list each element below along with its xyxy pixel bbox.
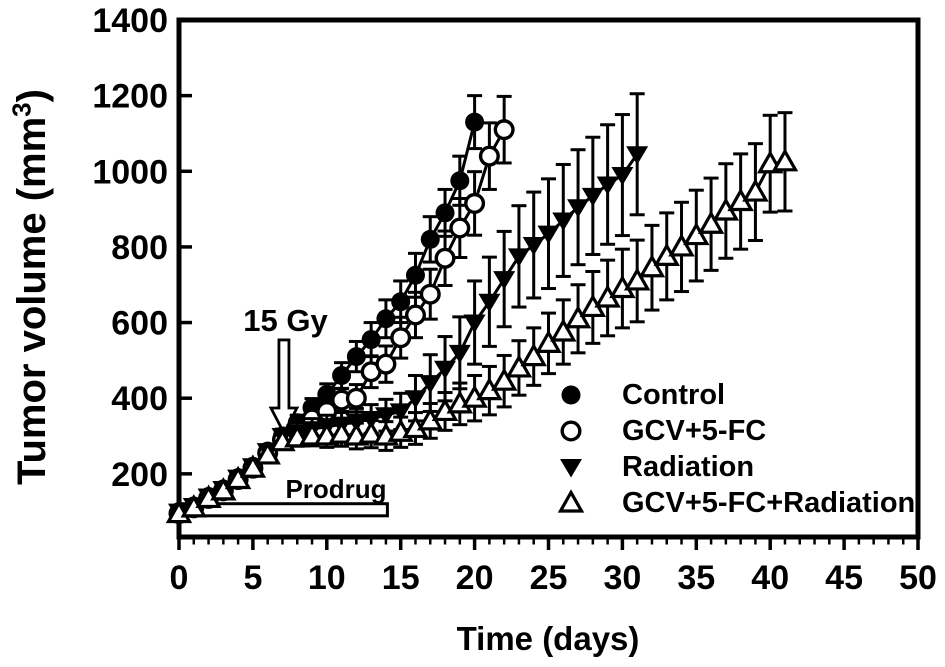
y-tick-label: 600 <box>111 305 168 343</box>
legend-item-radiation: Radiation <box>554 452 915 482</box>
legend-label-gcv-5fc-radiation: GCV+5-FC+Radiation <box>622 487 916 519</box>
open-circle-icon <box>554 416 588 446</box>
dose-annotation-label: 15 Gy <box>243 303 328 338</box>
y-tick-label: 400 <box>111 380 168 418</box>
legend-item-control: Control <box>554 380 915 410</box>
x-tick-label: 15 <box>382 559 420 597</box>
x-tick-label: 45 <box>825 559 863 597</box>
legend-label-radiation: Radiation <box>622 451 755 483</box>
y-tick-label: 200 <box>111 456 168 494</box>
x-tick-label: 10 <box>308 559 346 597</box>
x-tick-label: 25 <box>530 559 568 597</box>
y-axis-label-superscript: 3 <box>6 102 37 117</box>
legend-label-control: Control <box>622 379 726 411</box>
y-tick-label: 1400 <box>92 2 168 40</box>
legend-item-gcv-5fc-radiation: GCV+5-FC+Radiation <box>554 488 915 518</box>
prodrug-annotation-label: Prodrug <box>285 474 387 504</box>
legend: Control GCV+5-FC Radiation GCV+5-FC+Radi… <box>554 380 915 524</box>
y-tick-label: 800 <box>111 229 168 267</box>
y-axis-label-close: ) <box>10 89 54 103</box>
x-axis-label: Time (days) <box>456 620 640 657</box>
x-tick-label: 20 <box>456 559 494 597</box>
open-triangle-up-icon <box>554 488 588 518</box>
y-tick-label: 1200 <box>92 78 168 116</box>
x-tick-label: 50 <box>899 559 937 597</box>
y-axis-label-text: Tumor volume (mm <box>10 116 54 485</box>
x-tick-label: 40 <box>751 559 789 597</box>
x-tick-label: 35 <box>677 559 715 597</box>
filled-circle-icon <box>554 380 588 410</box>
x-tick-label: 5 <box>243 559 262 597</box>
y-axis-label: Tumor volume (mm3) <box>7 0 57 587</box>
legend-label-gcv-5fc: GCV+5-FC <box>622 415 767 447</box>
axes: 0 5 10 15 20 25 30 35 40 45 50 200 400 600 800 1000 1200… <box>92 2 937 597</box>
x-tick-label: 30 <box>603 559 641 597</box>
series-gcv-5-fc-radiation <box>165 111 799 524</box>
legend-item-gcv-5fc: GCV+5-FC <box>554 416 915 446</box>
filled-triangle-down-icon <box>554 452 588 482</box>
y-tick-label: 1000 <box>92 153 168 191</box>
x-tick-label: 0 <box>170 559 189 597</box>
